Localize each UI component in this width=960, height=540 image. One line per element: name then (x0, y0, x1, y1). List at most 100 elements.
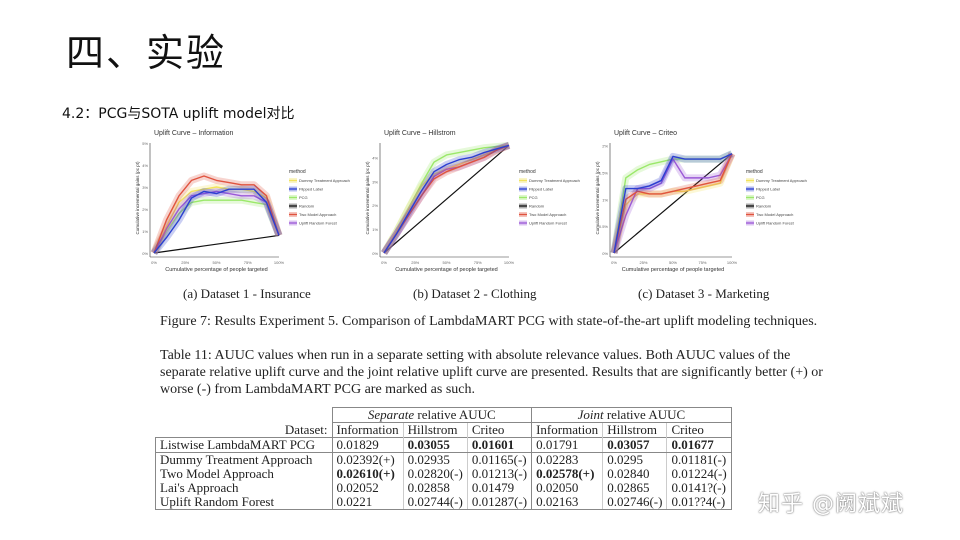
table-caption: Table 11: AUUC values when run in a sepa… (160, 347, 840, 398)
row-method: Dummy Treatment Approach (155, 452, 332, 467)
y-tick-label: 2% (372, 203, 378, 208)
series-line-two-model-approach (613, 153, 733, 254)
column-header: Criteo (466, 422, 532, 438)
table-cell: 0.02283 (531, 452, 603, 467)
legend-label: Random (299, 204, 315, 209)
table-cell: 0.01165(-) (466, 452, 532, 467)
table-cell: 0.02865 (602, 481, 667, 495)
x-tick-label: 50% (669, 260, 677, 265)
caption-b: (b) Dataset 2 - Clothing (413, 286, 537, 301)
y-tick-label: 0% (602, 251, 608, 256)
uplift-chart-hillstrom: Uplift Curve – Hillstrom 0% 1% 2% 3% 4% 0% 25% 5… (365, 130, 580, 273)
column-header: Criteo (666, 422, 732, 438)
watermark: 知乎 @阙斌斌 (758, 492, 904, 517)
y-tick-label: 0.5% (599, 224, 609, 229)
y-tick-label: 1% (142, 229, 148, 234)
y-tick-label: 2% (602, 144, 608, 149)
table-cell: 0.02052 (331, 481, 404, 495)
x-tick-label: 75% (698, 260, 706, 265)
legend-label: PCG (529, 195, 538, 200)
row-method: Lai's Approach (155, 481, 332, 495)
row-method: Two Model Approach (155, 467, 332, 481)
legend-title: method (519, 169, 536, 175)
series-line-random (383, 144, 510, 254)
table-cell: 0.0295 (602, 452, 667, 467)
x-tick-label: 50% (442, 260, 450, 265)
table-row: Uplift Random Forest 0.0221 0.02744(-) 0.01… (155, 495, 732, 510)
chart-title: Uplift Curve – Criteo (614, 130, 677, 137)
y-axis-label: Cumulative incremental gains (pc pt) (365, 161, 370, 235)
y-tick-label: 1.5% (599, 171, 609, 176)
legend-title: method (289, 169, 306, 175)
y-tick-label: 4% (142, 163, 148, 168)
chart-title: Uplift Curve – Hillstrom (384, 130, 456, 137)
table-cell: 0.02840 (602, 467, 667, 481)
series-line-flipped-label (383, 144, 510, 254)
legend-label: Dummy Treatment Approach (299, 178, 350, 183)
table-cell: 0.02820(-) (402, 467, 468, 481)
x-axis-label: Cumulative percentage of people targeted (395, 267, 497, 273)
table-cell: 0.01213(-) (466, 467, 532, 481)
y-tick-label: 4% (372, 155, 378, 160)
table-cell: 0.01224(-) (666, 467, 732, 481)
y-tick-label: 1% (372, 227, 378, 232)
row-method: Uplift Random Forest (155, 495, 332, 510)
x-tick-label: 0% (611, 260, 617, 265)
series-line-two-model-approach (153, 175, 280, 254)
legend-label: Uplift Random Forest (756, 221, 795, 226)
slide-title: 四、实验 (66, 31, 227, 75)
column-header: Hillstrom (602, 422, 667, 438)
series-line-uplift-random-forest (153, 190, 280, 254)
y-tick-label: 3% (142, 185, 148, 190)
table-row: Two Model Approach 0.02610(+) 0.02820(-) 0.… (155, 467, 732, 481)
y-tick-label: 0% (142, 251, 148, 256)
x-tick-label: 50% (212, 260, 220, 265)
table-cell: 0.03057 (602, 437, 667, 453)
legend-label: Random (529, 204, 545, 209)
table-cell: 0.01829 (331, 437, 404, 453)
table-cell: 0.02392(+) (331, 452, 404, 467)
table-cell: 0.02578(+) (531, 467, 603, 481)
table-cell: 0.01677 (666, 437, 732, 453)
table-cell: 0.01181(-) (666, 452, 732, 467)
table-caption-line: separate relative uplift curve and the j… (160, 365, 823, 380)
uplift-chart-criteo: Uplift Curve – Criteo 0% 0.5% 1% 1.5% 2% 0% 25%… (595, 130, 807, 273)
series-line-flipped-label (153, 188, 280, 254)
series-line-random (613, 153, 733, 254)
dataset-label: Dataset: (284, 421, 328, 437)
x-tick-label: 0% (151, 260, 157, 265)
y-tick-label: 3% (372, 179, 378, 184)
table-cell: 0.01479 (466, 481, 532, 495)
y-tick-label: 0% (372, 251, 378, 256)
table-cell: 0.02610(+) (331, 467, 404, 481)
x-tick-label: 0% (381, 260, 387, 265)
legend-label: Two Model Approach (529, 212, 566, 217)
legend-label: Two Model Approach (756, 212, 793, 217)
figure-caption: Figure 7: Results Experiment 5. Comparis… (160, 314, 818, 329)
table-cell: 0.01287(-) (466, 495, 532, 510)
row-method: Listwise LambdaMART PCG (155, 437, 332, 453)
legend-label: Uplift Random Forest (529, 221, 568, 226)
column-header: Hillstrom (402, 422, 468, 438)
series-line-two-model-approach (383, 144, 510, 254)
legend-label: Flipped Label (756, 187, 780, 192)
x-tick-label: 75% (474, 260, 482, 265)
y-axis-label: Cumulative incremental gains (pc pt) (135, 161, 140, 235)
table-cell: 0.02744(-) (402, 495, 468, 510)
table-cell: 0.0141?(-) (666, 481, 732, 495)
auuc-table: Separate relative AUUC Joint relative AU… (155, 407, 732, 510)
x-tick-label: 100% (504, 260, 515, 265)
series-line-flipped-label (613, 153, 733, 254)
x-tick-label: 25% (639, 260, 647, 265)
legend-label: Dummy Treatment Approach (529, 178, 580, 183)
caption-c: (c) Dataset 3 - Marketing (638, 286, 770, 301)
y-tick-label: 5% (142, 141, 148, 146)
table-cell: 0.02163 (531, 495, 603, 510)
x-tick-label: 100% (274, 260, 285, 265)
table-cell: 0.02858 (402, 481, 468, 495)
table-cell: 0.02050 (531, 481, 603, 495)
table-cell: 0.01791 (531, 437, 603, 453)
x-tick-label: 25% (411, 260, 419, 265)
caption-a: (a) Dataset 1 - Insurance (183, 286, 311, 301)
legend-label: Flipped Label (529, 187, 553, 192)
